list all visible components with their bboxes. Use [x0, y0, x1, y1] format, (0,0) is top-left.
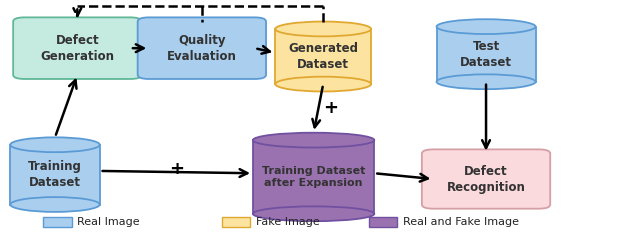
Polygon shape: [12, 145, 99, 204]
Ellipse shape: [10, 197, 100, 212]
Text: Training Dataset
after Expansion: Training Dataset after Expansion: [262, 166, 365, 188]
Polygon shape: [275, 29, 371, 84]
FancyBboxPatch shape: [222, 217, 250, 227]
Polygon shape: [253, 140, 374, 214]
FancyBboxPatch shape: [138, 17, 266, 79]
Polygon shape: [436, 27, 536, 82]
Ellipse shape: [275, 77, 371, 92]
Text: Quality
Evaluation: Quality Evaluation: [167, 34, 237, 63]
Ellipse shape: [10, 137, 100, 152]
Ellipse shape: [436, 74, 536, 89]
Ellipse shape: [275, 21, 371, 36]
Text: Defect
Generation: Defect Generation: [40, 34, 115, 63]
Text: Fake Image: Fake Image: [256, 217, 320, 227]
Text: +: +: [323, 99, 339, 117]
Text: Real and Fake Image: Real and Fake Image: [403, 217, 519, 227]
Text: Test
Dataset: Test Dataset: [460, 40, 512, 69]
Text: Real Image: Real Image: [77, 217, 140, 227]
Polygon shape: [254, 140, 373, 214]
FancyBboxPatch shape: [369, 217, 397, 227]
Text: Defect
Recognition: Defect Recognition: [447, 164, 525, 194]
Polygon shape: [438, 27, 534, 82]
Text: Training
Dataset: Training Dataset: [28, 160, 82, 189]
FancyBboxPatch shape: [13, 17, 141, 79]
Text: Generated
Dataset: Generated Dataset: [288, 42, 358, 71]
Ellipse shape: [253, 206, 374, 221]
FancyBboxPatch shape: [422, 149, 550, 209]
FancyBboxPatch shape: [44, 217, 72, 227]
Ellipse shape: [253, 133, 374, 147]
Text: +: +: [169, 160, 184, 178]
Polygon shape: [276, 29, 370, 84]
Polygon shape: [10, 145, 100, 205]
Ellipse shape: [436, 19, 536, 34]
